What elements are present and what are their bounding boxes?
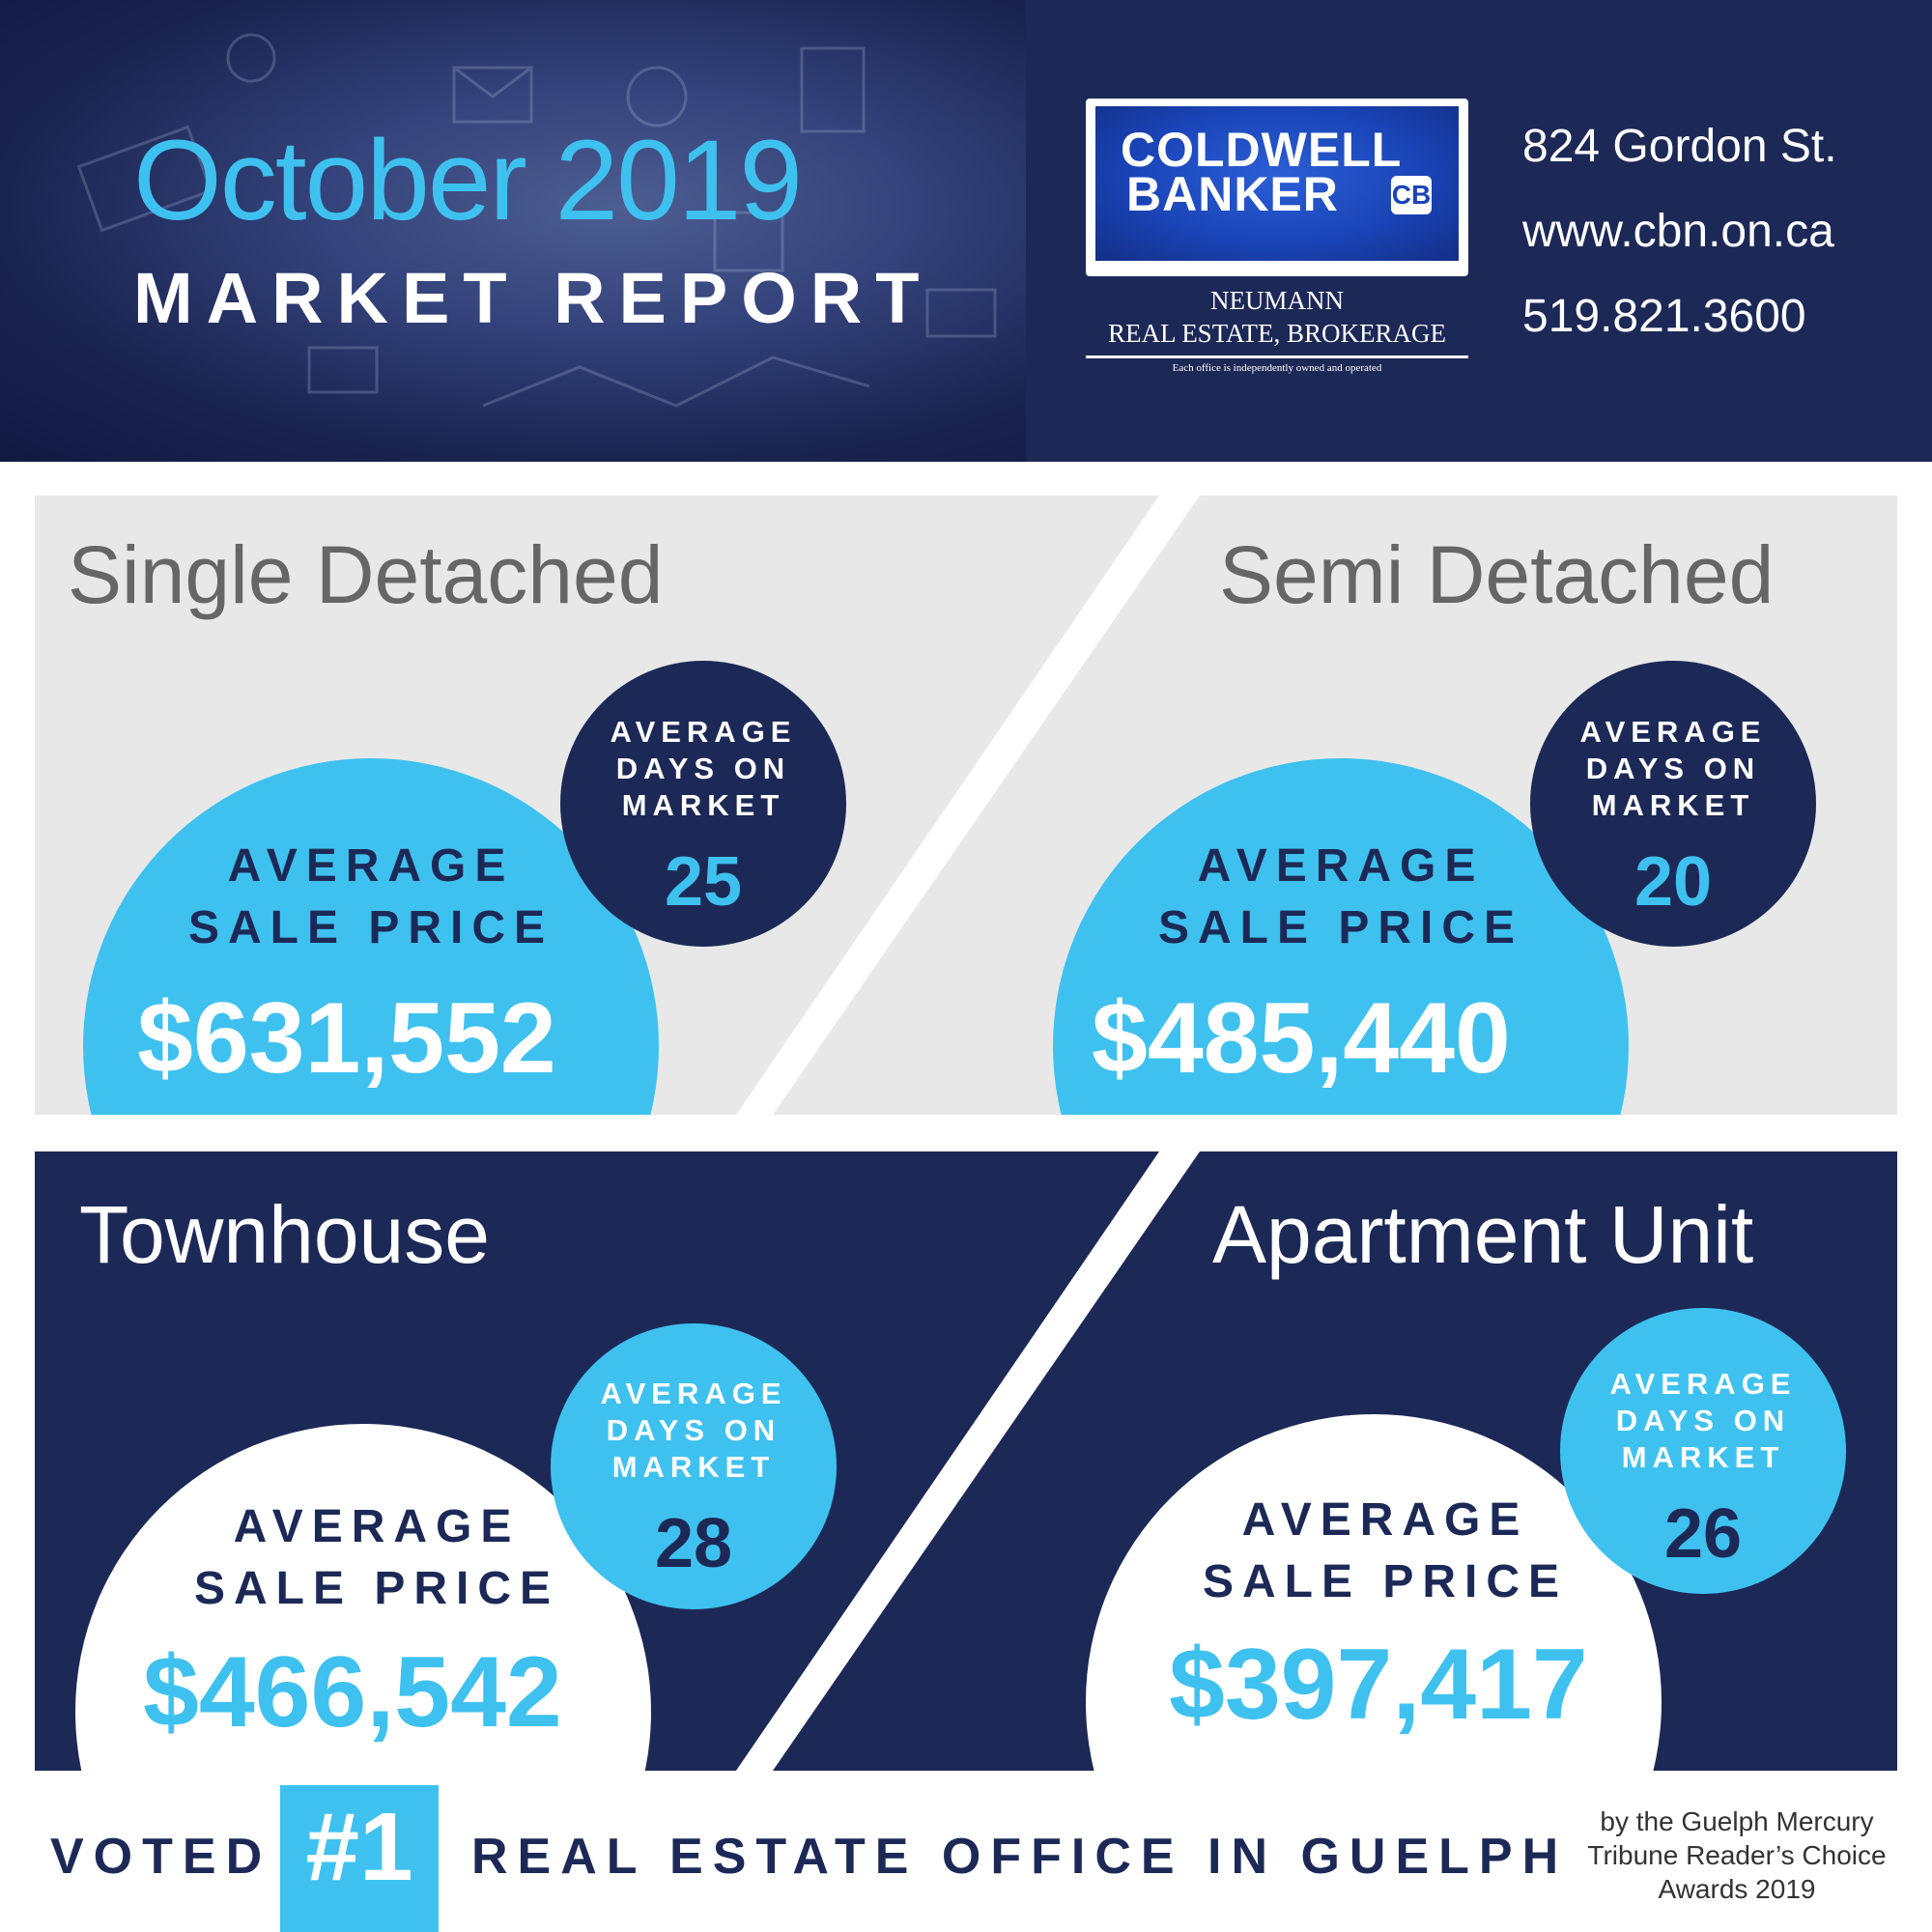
- apartment-days-value: 26: [1663, 1495, 1743, 1573]
- logo-text-coldwell: COLDWELL: [1121, 123, 1403, 177]
- semi-days-circle: [1530, 661, 1816, 947]
- report-month-title: October 2019: [133, 117, 803, 244]
- number-one-badge-text: #1: [305, 1793, 413, 1901]
- envelope-flap-icon: [453, 66, 532, 99]
- contact-phone[interactable]: 519.821.3600: [1522, 291, 1806, 342]
- semi-price-value: $485,440: [1092, 982, 1511, 1094]
- semi-days-value: 20: [1634, 843, 1713, 921]
- apartment-days-label-2: DAYS ON: [1615, 1404, 1791, 1437]
- semi-days-label-1: AVERAGE: [1579, 715, 1767, 749]
- logo-text-banker: BANKER: [1126, 167, 1339, 221]
- logo-brokerage: REAL ESTATE, BROKERAGE: [1107, 319, 1447, 348]
- townhouse-avg-label-2: SALE PRICE: [193, 1563, 560, 1614]
- single-avg-label-2: SALE PRICE: [187, 902, 554, 953]
- receipt-icon: [713, 211, 784, 272]
- townhouse-avg-label-1: AVERAGE: [233, 1501, 521, 1552]
- townhouse-days-label-1: AVERAGE: [600, 1377, 787, 1410]
- semi-days-label-3: MARKET: [1591, 788, 1755, 822]
- monitor-icon: [925, 288, 997, 338]
- semi-avg-label-1: AVERAGE: [1197, 840, 1485, 892]
- single-price-value: $631,552: [137, 982, 556, 1094]
- apartment-avg-label-1: AVERAGE: [1241, 1494, 1529, 1546]
- panel-apartment-label: Apartment Unit: [1212, 1189, 1754, 1280]
- panel-single: Single Detached AVERAGE SALE PRICE $631,…: [35, 496, 1159, 1115]
- semi-days-label-2: DAYS ON: [1585, 752, 1761, 785]
- pie-chart-icon: [226, 33, 276, 83]
- document-icon: [800, 46, 866, 133]
- panel-single-label: Single Detached: [68, 529, 664, 620]
- townhouse-days-value: 28: [654, 1505, 733, 1582]
- footer-voted: VOTED: [50, 1829, 272, 1885]
- single-avg-label-1: AVERAGE: [227, 840, 515, 892]
- panel-townhouse: Townhouse AVERAGE SALE PRICE $466,542 AV…: [35, 1151, 1159, 1771]
- townhouse-days-circle: [551, 1323, 837, 1609]
- contact-website[interactable]: www.cbn.on.ca: [1522, 206, 1834, 257]
- single-days-circle: [560, 661, 846, 947]
- apartment-days-label-1: AVERAGE: [1609, 1367, 1797, 1401]
- apartment-days-circle: [1560, 1308, 1846, 1594]
- single-days-label-2: DAYS ON: [615, 752, 791, 785]
- single-days-label-1: AVERAGE: [610, 715, 797, 749]
- logo-divider: [1086, 355, 1468, 358]
- footer-tagline: REAL ESTATE OFFICE IN GUELPH: [471, 1829, 1569, 1885]
- apartment-avg-label-2: SALE PRICE: [1202, 1556, 1569, 1607]
- header-banner: [0, 0, 1026, 462]
- single-days-value: 25: [664, 843, 743, 921]
- semi-avg-label-2: SALE PRICE: [1157, 902, 1524, 953]
- panel-semi: Semi Detached AVERAGE SALE PRICE $485,44…: [773, 496, 1897, 1115]
- award-credit-line2: Tribune Reader’s Choice: [1587, 1840, 1887, 1870]
- chat-bubble-icon: [307, 346, 379, 394]
- cb-seal-icon: CB: [1391, 176, 1432, 214]
- header-background-icons: [76, 33, 997, 408]
- panel-semi-label: Semi Detached: [1219, 529, 1775, 620]
- envelope-icon: [452, 66, 533, 124]
- panel-apartment: Apartment Unit AVERAGE SALE PRICE $397,4…: [773, 1151, 1897, 1771]
- number-one-badge: [280, 1785, 439, 1932]
- townhouse-price-value: $466,542: [143, 1636, 562, 1748]
- award-credit-line3: Awards 2019: [1658, 1874, 1816, 1904]
- card-icon: [76, 125, 213, 233]
- apartment-days-label-3: MARKET: [1621, 1440, 1785, 1474]
- contact-address: 824 Gordon St.: [1522, 121, 1837, 172]
- logo-office-name: NEUMANN: [1210, 286, 1344, 315]
- award-credit-line1: by the Guelph Mercury: [1600, 1806, 1874, 1836]
- townhouse-days-label-2: DAYS ON: [606, 1413, 781, 1447]
- line-graph-icon: [482, 355, 870, 408]
- logo-disclaimer: Each office is independently owned and o…: [1172, 362, 1382, 374]
- panel-townhouse-label: Townhouse: [79, 1189, 490, 1280]
- single-days-label-3: MARKET: [621, 788, 785, 822]
- townhouse-days-label-3: MARKET: [611, 1450, 776, 1484]
- dollar-coin-icon: [626, 66, 688, 128]
- apartment-price-value: $397,417: [1169, 1629, 1588, 1741]
- report-title: MARKET REPORT: [133, 258, 933, 338]
